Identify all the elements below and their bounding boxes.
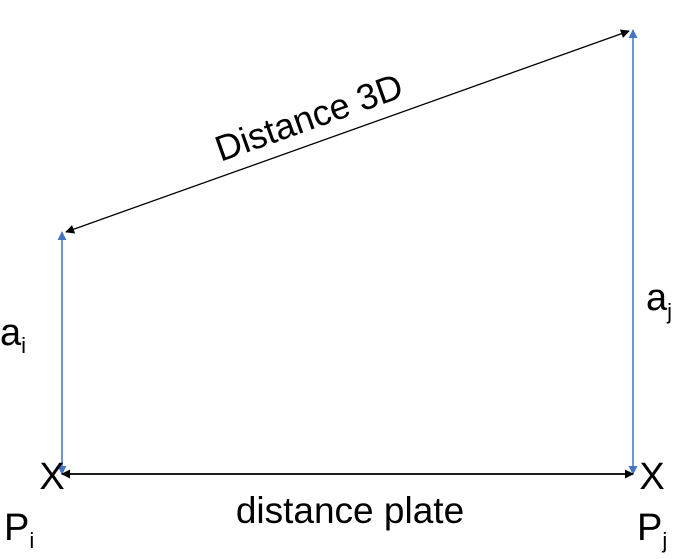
point-label-left-sub: i: [29, 528, 34, 553]
distance-3d-arrow: [66, 31, 629, 232]
height-label-left-base: a: [0, 312, 22, 354]
distance-3d-label: Distance 3D: [210, 65, 408, 169]
point-label-left: Pi: [4, 507, 34, 553]
height-label-right-base: a: [646, 277, 668, 319]
distance-plate-label: distance plate: [236, 490, 464, 531]
point-label-right: Pj: [637, 507, 667, 553]
point-label-right-base: P: [637, 507, 662, 549]
height-label-left: ai: [0, 312, 26, 358]
point-marker-left: X: [39, 456, 64, 498]
point-label-left-base: P: [4, 507, 29, 549]
point-label-right-sub: j: [661, 528, 667, 553]
height-label-left-sub: i: [21, 333, 26, 358]
height-label-right-sub: j: [666, 299, 672, 324]
height-label-right: aj: [646, 277, 672, 324]
point-marker-right: X: [639, 456, 664, 498]
